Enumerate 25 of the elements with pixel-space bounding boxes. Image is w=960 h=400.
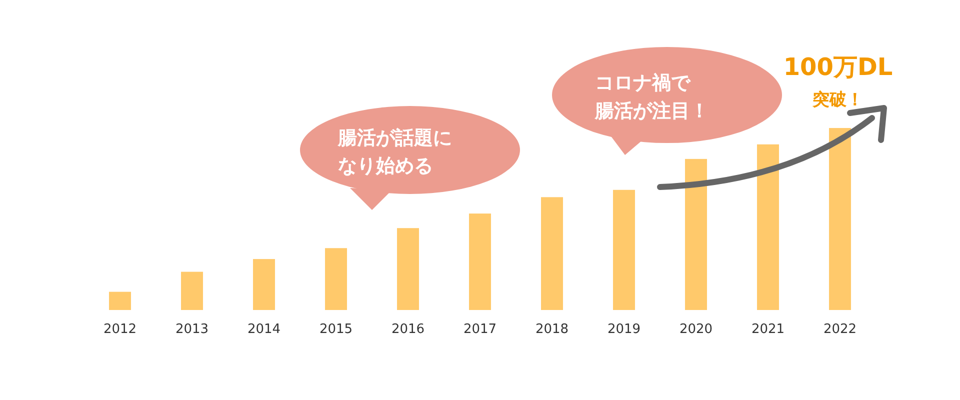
bar (181, 272, 203, 310)
text: 100万DL突破！ (783, 53, 893, 110)
x-tick-label: 2020 (679, 322, 713, 337)
x-tick-label: 2017 (463, 322, 497, 337)
x-tick-label: 2015 (319, 322, 353, 337)
x-tick-label: 2019 (607, 322, 641, 337)
bar (613, 190, 635, 310)
x-tick-label: 2013 (175, 322, 209, 337)
bar (469, 214, 491, 310)
x-tick-label: 2021 (751, 322, 785, 337)
bar (757, 144, 779, 310)
text: コロナ禍で腸活が注目！ (594, 72, 709, 122)
bar (685, 158, 707, 310)
bar (541, 197, 563, 310)
x-tick-label: 2014 (247, 322, 281, 337)
bar (829, 128, 851, 310)
x-tick-label: 2016 (391, 322, 425, 337)
x-tick-label: 2018 (535, 322, 569, 337)
bar (397, 228, 419, 310)
x-tick-label: 2022 (823, 322, 857, 337)
x-tick-label: 2012 (103, 322, 137, 337)
bar (325, 248, 347, 310)
bar (109, 292, 131, 310)
annotation: 腸活が話題になり始める (337, 127, 452, 177)
bar (253, 259, 275, 310)
